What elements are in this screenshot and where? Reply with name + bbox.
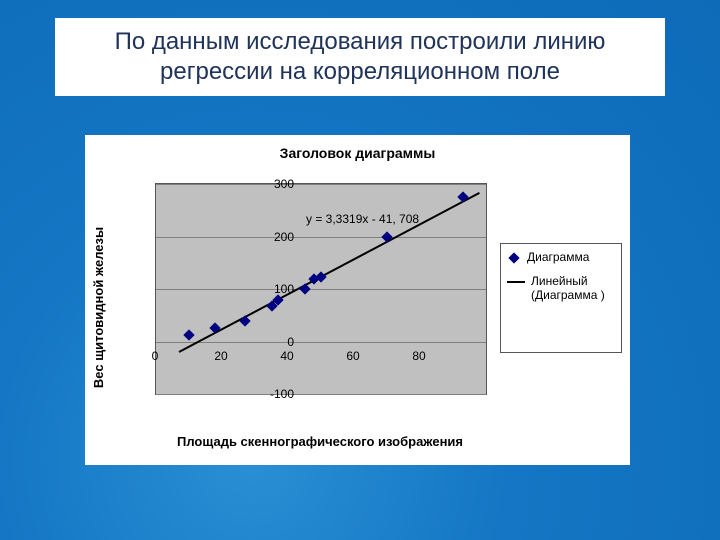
line-icon — [507, 281, 525, 283]
y-tick: -100 — [254, 387, 294, 401]
gridline — [156, 289, 486, 290]
data-point — [183, 330, 194, 341]
y-tick: 200 — [254, 230, 294, 244]
y-axis-label: Вес щитовидной железы — [91, 207, 107, 407]
x-tick: 40 — [272, 349, 302, 363]
chart-title: Заголовок диаграммы — [85, 135, 630, 161]
x-axis-label: Площадь скеннографического изображения — [155, 434, 485, 449]
gridline — [156, 237, 486, 238]
chart-card: Заголовок диаграммы Вес щитовидной желез… — [85, 135, 630, 465]
x-tick: 20 — [206, 349, 236, 363]
legend-item-trend: Линейный (Диаграмма ) — [507, 274, 615, 302]
legend: Диаграмма Линейный (Диаграмма ) — [500, 243, 622, 353]
gridline — [156, 184, 486, 185]
plot-area: y = 3,3319x - 41, 708 — [155, 183, 487, 395]
legend-item-series: Диаграмма — [507, 250, 615, 264]
x-tick: 80 — [404, 349, 434, 363]
diamond-icon — [508, 252, 519, 263]
y-tick: 300 — [254, 177, 294, 191]
gridline — [156, 394, 486, 395]
gridline — [156, 342, 486, 343]
y-tick: 0 — [254, 335, 294, 349]
x-tick: 0 — [140, 349, 170, 363]
y-tick: 100 — [254, 282, 294, 296]
slide-title-card: По данным исследования построили линию р… — [55, 18, 665, 96]
equation-label: y = 3,3319x - 41, 708 — [306, 212, 419, 226]
slide-title: По данным исследования построили линию р… — [67, 27, 653, 87]
x-tick: 60 — [338, 349, 368, 363]
